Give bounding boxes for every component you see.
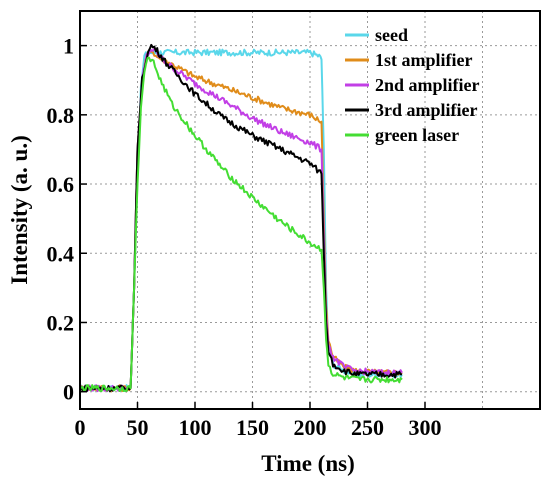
y-tick-label: 0.2 (47, 310, 75, 335)
y-tick-label: 0 (63, 380, 74, 405)
x-axis-label: Time (ns) (261, 451, 355, 476)
x-tick-label: 100 (179, 415, 212, 440)
series-line-2nd-amplifier (79, 47, 403, 393)
x-tick-label: 200 (294, 415, 327, 440)
legend-label: seed (375, 25, 408, 45)
series-line-1st-amplifier (79, 50, 403, 393)
series-group (79, 43, 403, 393)
y-tick-label: 0.6 (47, 172, 75, 197)
y-axis-label: Intensity (a. u.) (7, 135, 32, 285)
y-tick-label: 0.4 (47, 241, 75, 266)
series-line-3rd-amplifier (79, 43, 403, 393)
y-tick-label: 1 (63, 34, 74, 59)
grid (80, 11, 540, 409)
legend: seed 1st amplifier 2nd amplifier 3rd amplif… (345, 25, 480, 145)
x-tick-label: 50 (127, 415, 149, 440)
x-tick-label: 250 (351, 415, 384, 440)
x-axis: 0 50 100 150 200 250 300 (75, 402, 442, 440)
x-tick-label: 150 (236, 415, 269, 440)
legend-label: green laser (375, 125, 459, 145)
plot-frame (79, 10, 541, 410)
legend-label: 2nd amplifier (375, 75, 480, 95)
series-line-green-laser (79, 56, 403, 393)
legend-label: 1st amplifier (375, 50, 472, 70)
series-line-seed (79, 48, 403, 393)
y-tick-label: 0.8 (47, 103, 75, 128)
x-tick-label: 0 (75, 415, 86, 440)
legend-label: 3rd amplifier (375, 100, 477, 120)
x-tick-label: 300 (409, 415, 442, 440)
y-axis: 0 0.2 0.4 0.6 0.8 1 (47, 34, 87, 405)
